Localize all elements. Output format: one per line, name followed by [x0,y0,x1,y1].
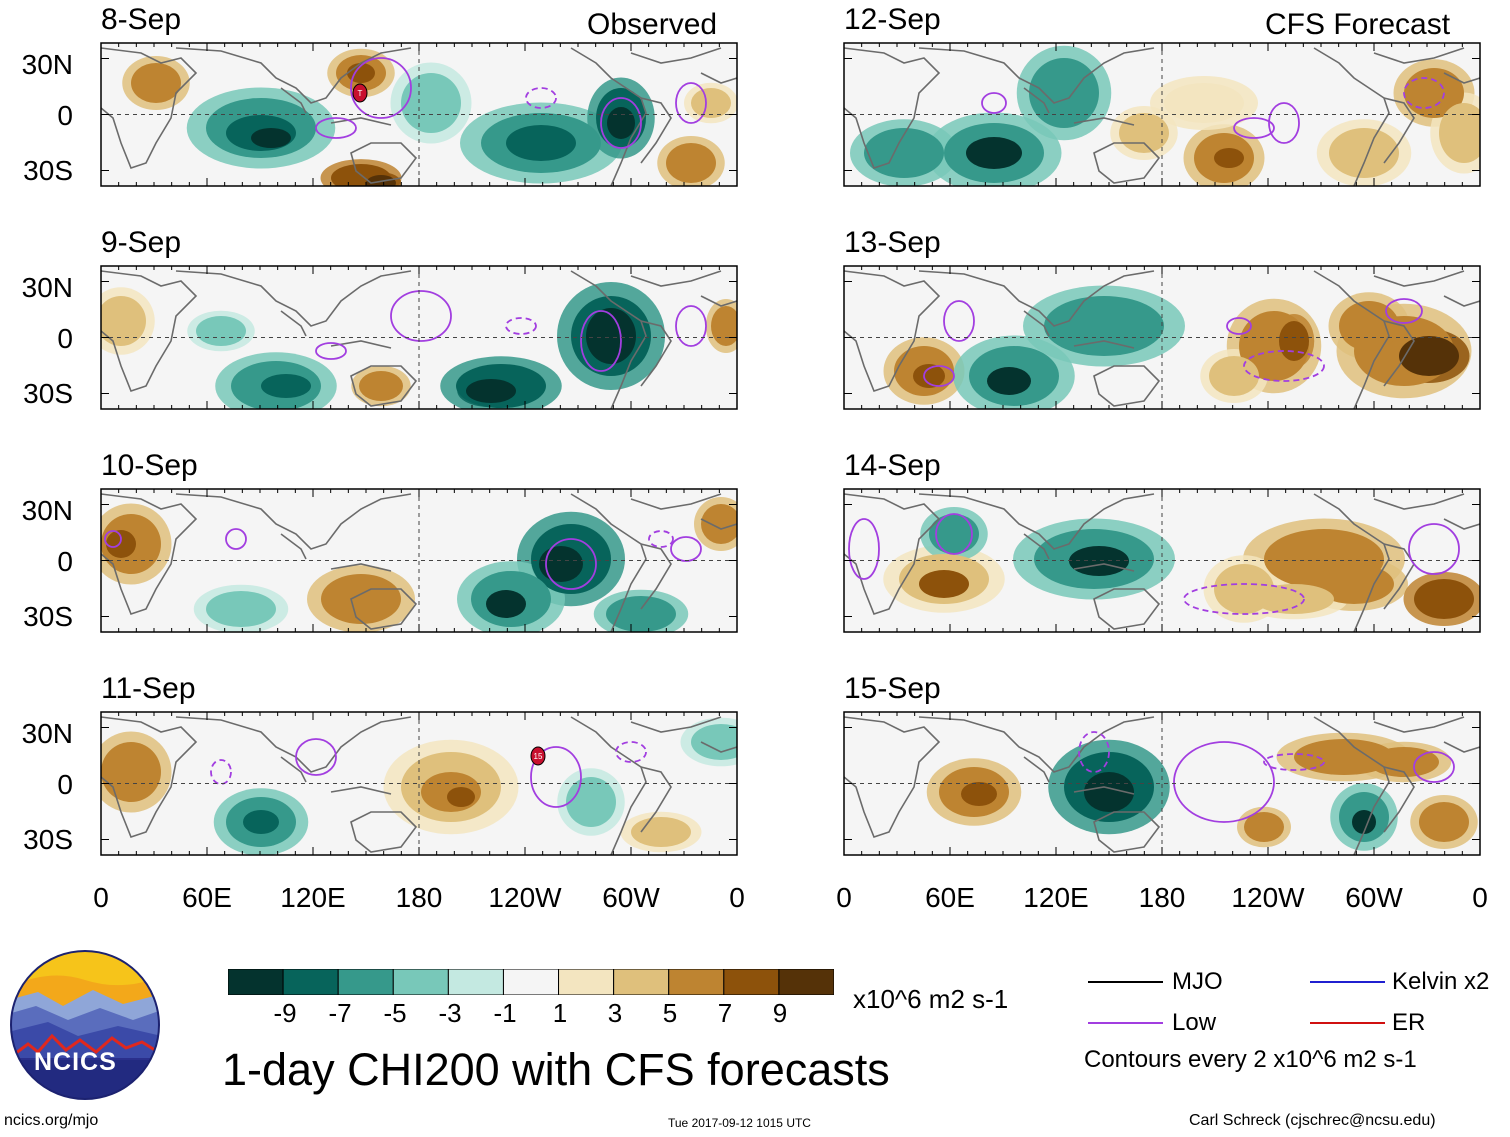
legend-label-low: Low [1172,1009,1217,1036]
date-label-11-sep: 11-Sep [101,672,196,705]
colorbar-tick-label: -5 [383,998,407,1028]
footer-link[interactable]: ncics.org/mjo [4,1112,99,1129]
legend-line-kelvin [1310,981,1385,983]
colorbar-swatch [447,969,504,995]
colorbar-swatch [778,969,834,995]
colorbar-tick-label: -3 [438,998,462,1028]
lon-label: 180 [1138,882,1186,913]
footer-timestamp: Tue 2017-09-12 1015 UTC [668,1116,811,1130]
observed-header: Observed [587,8,718,41]
colorbar-tick-label: -7 [328,998,352,1028]
lat-label-eq: 0 [57,323,73,354]
storm-marker-label: T [358,89,363,98]
lon-label: 60E [925,882,975,913]
lon-label: 180 [395,882,443,913]
map-panel-12-sep [843,42,1481,187]
lon-label: 0 [1472,882,1488,913]
forecast-header: CFS Forecast [1265,8,1451,41]
map-panel-15-sep [843,711,1481,856]
lat-label-eq: 0 [57,100,73,131]
colorbar-tick-label: 9 [772,998,788,1028]
footer-author: Carl Schreck (cjschrec@ncsu.edu) [1189,1112,1436,1129]
map-panel-11-sep: 15 [100,711,738,856]
colorbar-tick-label: 3 [607,998,623,1028]
ncics-logo-text: NCICS [34,1048,117,1076]
colorbar-swatch [558,969,615,995]
lon-label: 60W [1345,882,1403,913]
colorbar-swatch [282,969,339,995]
date-label-12-sep: 12-Sep [844,3,941,36]
colorbar-tick-label: 1 [552,998,568,1028]
colorbar-swatch [337,969,394,995]
legend-line-mjo [1088,981,1163,983]
legend-label-er: ER [1392,1009,1426,1036]
lat-label-30s: 30S [23,601,73,632]
legend-label-kelvin: Kelvin x2 [1392,968,1490,995]
colorbar-tick-label: -9 [273,998,297,1028]
colorbar [228,969,834,995]
colorbar-swatch [502,969,560,995]
page-title: 1-day CHI200 with CFS forecasts [222,1044,890,1095]
map-panel-13-sep [843,265,1481,410]
date-label-10-sep: 10-Sep [101,449,198,482]
colorbar-tick-label: 5 [662,998,678,1028]
legend-contour-note: Contours every 2 x10^6 m2 s-1 [1084,1046,1417,1073]
lat-label-30s: 30S [23,155,73,186]
lon-label: 0 [729,882,745,913]
date-label-13-sep: 13-Sep [844,226,941,259]
lon-label: 60W [602,882,660,913]
lon-label: 120E [280,882,346,913]
lat-label-30n: 30N [21,495,73,526]
colorbar-swatch [228,969,284,995]
storm-marker-icon: 15 [530,746,546,766]
colorbar-units: x10^6 m2 s-1 [853,984,1009,1014]
lon-label: 0 [93,882,109,913]
colorbar-swatch [613,969,670,995]
map-panel-9-sep [100,265,738,410]
lon-label: 0 [836,882,852,913]
storm-marker-icon: T [352,83,368,103]
map-panel-8-sep: T [100,42,738,187]
legend-label-mjo: MJO [1172,968,1223,995]
colorbar-tick-label: 7 [717,998,733,1028]
map-panel-10-sep [100,488,738,633]
lat-label-30s: 30S [23,378,73,409]
lat-label-30n: 30N [21,718,73,749]
lon-label: 60E [182,882,232,913]
date-label-9-sep: 9-Sep [101,226,182,259]
lon-label: 120W [1231,882,1305,913]
map-panel-14-sep [843,488,1481,633]
date-label-15-sep: 15-Sep [844,672,941,705]
date-label-8-sep: 8-Sep [101,3,182,36]
lat-label-eq: 0 [57,546,73,577]
colorbar-swatch [668,969,725,995]
lon-label: 120W [488,882,562,913]
lat-label-eq: 0 [57,769,73,800]
date-label-14-sep: 14-Sep [844,449,941,482]
legend-line-low [1088,1022,1163,1024]
lon-label: 120E [1023,882,1089,913]
lat-label-30n: 30N [21,272,73,303]
ncics-logo [10,950,160,1100]
colorbar-swatch [723,969,780,995]
lat-label-30s: 30S [23,824,73,855]
colorbar-swatch [392,969,449,995]
legend-line-er [1310,1022,1385,1024]
lat-label-30n: 30N [21,49,73,80]
colorbar-tick-label: -1 [493,998,517,1028]
storm-marker-label: 15 [534,752,543,761]
